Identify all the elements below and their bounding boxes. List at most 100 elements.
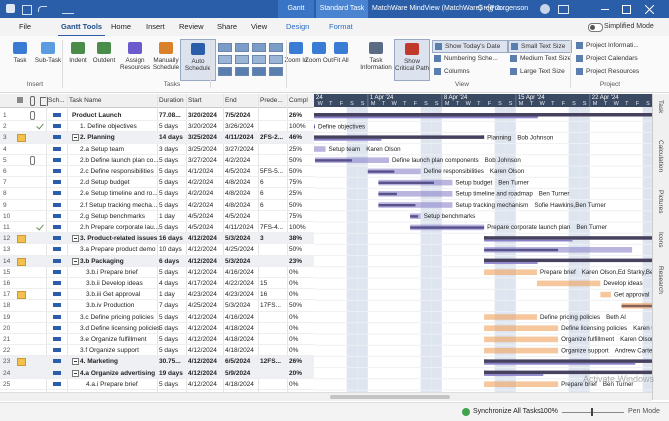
column-header[interactable]: Duration: [159, 97, 184, 104]
ribbon-tab[interactable]: Review: [179, 22, 204, 31]
ribbon-button[interactable]: Manually Schedule: [149, 39, 183, 79]
side-tab[interactable]: Icons: [657, 232, 664, 248]
ribbon-small-button[interactable]: Project Informati...: [574, 40, 648, 51]
format-icon[interactable]: [252, 55, 266, 64]
task-row[interactable]: 15 3.b.i Prepare brief 5 days 4/12/2024 4/16…: [0, 267, 314, 278]
side-tab[interactable]: Pictures: [657, 190, 664, 214]
zoom-level[interactable]: 100%: [540, 408, 558, 415]
ribbon-tab[interactable]: Format: [329, 22, 353, 31]
side-tab[interactable]: Calculation: [657, 140, 664, 173]
task-row[interactable]: 23 4. Marketing 30.75... 4/12/2024 6/5/2024 1…: [0, 356, 314, 368]
undo-icon[interactable]: [38, 6, 47, 12]
task-row[interactable]: 20 3.d Define licensing policies 5 days 4/1…: [0, 323, 314, 334]
column-header[interactable]: Compl: [289, 97, 308, 104]
column-header[interactable]: Sch...: [48, 97, 65, 104]
ribbon-small-button[interactable]: Medium Text Size: [508, 53, 571, 64]
task-row[interactable]: 6 2.c Define responsibilities 5 days 4/1/20…: [0, 166, 314, 178]
format-icon[interactable]: [218, 55, 232, 64]
ribbon-button[interactable]: Task: [3, 39, 37, 79]
ribbon-small-button[interactable]: Columns: [432, 66, 506, 77]
task-row[interactable]: 25 4.a.i Prepare brief 5 days 4/12/2024 4/18…: [0, 379, 314, 390]
ribbon-tab[interactable]: View: [251, 22, 268, 31]
format-icon[interactable]: [269, 55, 283, 64]
maximize-button[interactable]: [622, 5, 631, 14]
simplified-mode-toggle[interactable]: [588, 23, 603, 32]
ribbon-small-button[interactable]: Show Today's Date: [432, 40, 508, 53]
ribbon-small-button[interactable]: Numbering Sche...: [432, 53, 506, 64]
ribbon-tab[interactable]: Design: [286, 22, 310, 31]
task-row[interactable]: 9 2.f Setup tracking mecha... 5 days 4/2/20…: [0, 200, 314, 211]
collapse-toggle[interactable]: [72, 134, 79, 142]
scrollbar-thumb[interactable]: [330, 395, 450, 399]
column-header[interactable]: End: [225, 97, 237, 104]
task-row[interactable]: 14 3.b Packaging 6 days 4/12/2024 5/3/2024 23…: [0, 255, 314, 267]
ribbon-tab[interactable]: Insert: [146, 22, 165, 31]
ribbon-small-button[interactable]: Large Text Size: [508, 66, 570, 77]
format-icon[interactable]: [235, 67, 249, 76]
task-row[interactable]: 3 2. Planning 14 days 3/25/2024 4/11/2024 2FS…: [0, 132, 314, 144]
side-tab[interactable]: Task: [657, 100, 664, 114]
ribbon-display-button[interactable]: [558, 5, 569, 14]
task-row[interactable]: 22 3.f Organize support 5 days 4/12/2024 4/1…: [0, 345, 314, 357]
customize-icon[interactable]: [62, 5, 74, 14]
task-row[interactable]: 21 3.e Organize fulfillment 5 days 4/12/202…: [0, 334, 314, 346]
pen-mode[interactable]: Pen Mode: [628, 408, 660, 415]
task-row[interactable]: 10 2.g Setup benchmarks 1 day 4/5/2024 4/5/2…: [0, 211, 314, 222]
task-row[interactable]: 12 3. Product-related issues 16 days 4/12/2…: [0, 233, 314, 245]
task-row[interactable]: 8 2.e Setup timeline and ro... 5 days 4/2/2…: [0, 188, 314, 200]
ribbon-button[interactable]: Assign Resources: [118, 39, 152, 79]
collapse-toggle[interactable]: [72, 358, 79, 366]
task-row[interactable]: 5 2.b Define launch plan co... 5 days 3/27/…: [0, 155, 314, 166]
format-icon[interactable]: [235, 43, 249, 52]
task-row[interactable]: 2 1. Define objectives 5 days 3/20/2024 3/26…: [0, 121, 314, 133]
column-header[interactable]: Task Name: [69, 97, 102, 104]
ribbon-small-button[interactable]: Small Text Size: [508, 40, 572, 53]
save-icon[interactable]: [22, 5, 32, 15]
column-header[interactable]: Start: [188, 97, 202, 104]
ribbon-tab[interactable]: Share: [217, 22, 238, 31]
format-icon[interactable]: [269, 43, 283, 52]
format-icon[interactable]: [218, 43, 232, 52]
ribbon-tab[interactable]: Gantt Tools: [58, 18, 106, 37]
side-tab[interactable]: Research: [657, 266, 664, 294]
format-icon[interactable]: [269, 67, 283, 76]
format-icon[interactable]: [218, 67, 232, 76]
format-icon[interactable]: [252, 67, 266, 76]
ribbon-button[interactable]: Indent: [61, 39, 95, 79]
minimize-button[interactable]: [601, 9, 609, 10]
format-icon[interactable]: [252, 43, 266, 52]
task-row[interactable]: 17 3.b.iii Get approval 1 day 4/23/2024 4/23…: [0, 289, 314, 301]
format-icon[interactable]: [235, 55, 249, 64]
collapse-toggle[interactable]: [72, 257, 79, 265]
horizontal-scrollbar[interactable]: [0, 392, 652, 401]
ribbon-button[interactable]: Task Information: [359, 39, 393, 79]
collapse-toggle[interactable]: [72, 369, 79, 377]
task-row[interactable]: 19 3.c Define pricing policies 5 days 4/12/…: [0, 312, 314, 323]
task-row[interactable]: 7 2.d Setup budget 5 days 4/2/2024 4/8/2024 6…: [0, 177, 314, 189]
task-row[interactable]: 1 Product Launch 77.08... 3/20/2024 7/5/2024…: [0, 110, 314, 122]
ribbon-button[interactable]: Outdent: [87, 39, 121, 79]
column-header[interactable]: Prede...: [260, 97, 283, 104]
task-row[interactable]: 11 2.h Prepare corporate lau... 5 days 4/5/…: [0, 222, 314, 234]
sync-status[interactable]: Synchronize All Tasks...: [473, 408, 547, 415]
zoom-slider-thumb[interactable]: [591, 408, 593, 416]
user-avatar[interactable]: [540, 4, 550, 14]
ribbon-tab[interactable]: Home: [111, 22, 132, 31]
ribbon-small-button[interactable]: Project Resources: [574, 66, 648, 77]
ribbon-small-button[interactable]: Project Calendars: [574, 53, 648, 64]
ribbon-button[interactable]: Zoom Out: [302, 39, 336, 79]
ribbon-button[interactable]: Show Critical Path: [394, 39, 430, 81]
task-row[interactable]: 18 3.b.iv Production 7 days 4/25/2024 5/3/20…: [0, 300, 314, 312]
task-row[interactable]: 24 4.a Organize advertising 19 days 4/12/20…: [0, 367, 314, 379]
task-row[interactable]: 4 2.a Setup team 3 days 3/25/2024 3/27/2024 2…: [0, 144, 314, 155]
close-button[interactable]: [645, 5, 654, 14]
ribbon-button[interactable]: Fit All: [324, 39, 358, 79]
zoom-slider[interactable]: [562, 412, 624, 413]
task-row[interactable]: 13 3.a Prepare product demo 10 days 4/12/20…: [0, 244, 314, 256]
ribbon-button[interactable]: Sub-Task: [31, 39, 65, 79]
collapse-toggle[interactable]: [72, 235, 79, 243]
context-tab[interactable]: Standard Task: [316, 0, 368, 18]
user-name[interactable]: Greg Jorgenson: [478, 5, 529, 12]
task-row[interactable]: 16 3.b.ii Develop ideas 4 days 4/17/2024 4/2…: [0, 278, 314, 290]
ribbon-tab[interactable]: File: [19, 22, 32, 31]
